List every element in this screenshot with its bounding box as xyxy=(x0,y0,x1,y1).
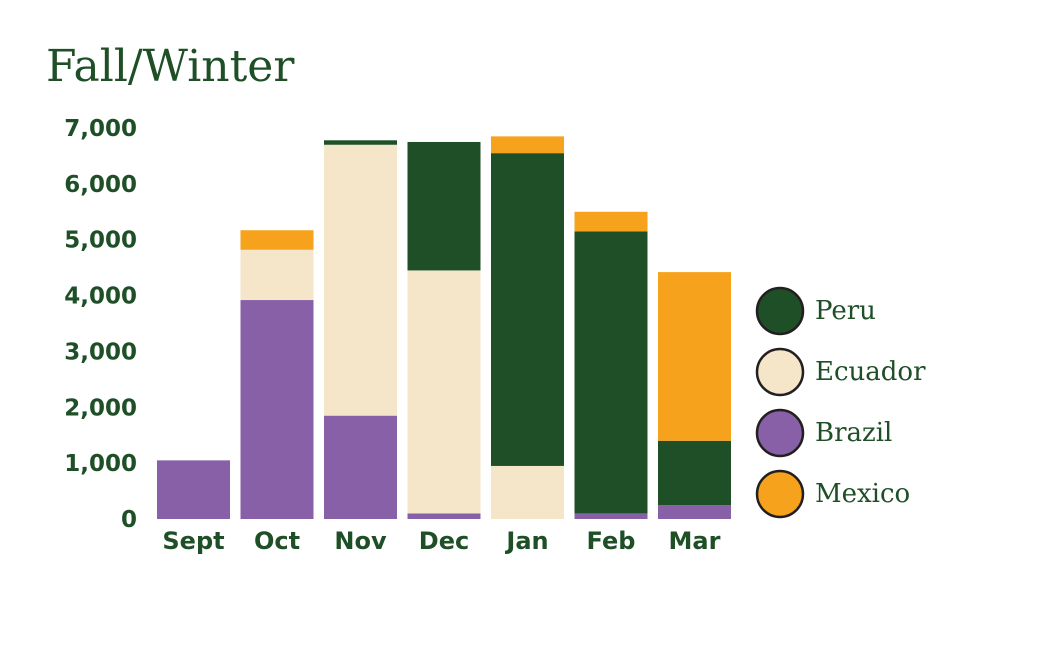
legend-label-brazil: Brazil xyxy=(815,418,892,448)
legend-swatch-ecuador xyxy=(755,347,805,397)
x-tick-label: Mar xyxy=(669,527,721,555)
y-tick-label: 3,000 xyxy=(64,339,137,365)
bar-segment-nov-peru xyxy=(324,140,397,145)
bar-segment-mar-brazil xyxy=(658,505,731,519)
bar-segment-feb-brazil xyxy=(574,513,648,519)
legend-label-ecuador: Ecuador xyxy=(815,357,926,387)
bar-segment-jan-ecuador xyxy=(491,465,564,519)
bar-segment-oct-mexico xyxy=(240,230,314,250)
legend-swatch-peru xyxy=(755,286,805,336)
x-tick-label: Sept xyxy=(162,527,224,555)
x-tick-label: Dec xyxy=(419,527,469,555)
y-tick-label: 2,000 xyxy=(64,395,137,421)
chart-title: Fall/Winter xyxy=(46,41,295,92)
y-tick-label: 1,000 xyxy=(64,451,137,477)
y-axis: 0 1,000 2,000 3,000 4,000 5,000 6,000 7,000 xyxy=(64,116,137,533)
y-tick-label: 6,000 xyxy=(64,172,137,198)
x-axis: Sept Oct Nov Dec Jan Feb Mar xyxy=(162,527,720,555)
bar-segment-dec-peru xyxy=(407,141,481,271)
bar-segment-jan-peru xyxy=(491,153,564,466)
legend-swatch-brazil xyxy=(755,408,805,458)
x-tick-label: Oct xyxy=(254,527,300,555)
bar-segment-dec-brazil xyxy=(407,513,481,519)
legend-label-peru: Peru xyxy=(815,296,876,326)
bars xyxy=(157,136,731,519)
bar-segment-sept-brazil xyxy=(157,460,230,519)
legend-label-mexico: Mexico xyxy=(815,479,910,509)
y-tick-label: 0 xyxy=(121,507,137,533)
y-tick-label: 5,000 xyxy=(64,228,137,254)
bar-segment-oct-ecuador xyxy=(240,249,314,301)
x-tick-label: Feb xyxy=(587,527,636,555)
bar-segment-mar-peru xyxy=(658,440,731,506)
bar-segment-nov-brazil xyxy=(324,415,397,519)
bar-segment-feb-mexico xyxy=(574,211,648,232)
bar-segment-mar-mexico xyxy=(658,272,731,441)
bar-segment-jan-mexico xyxy=(491,136,564,154)
bar-segment-feb-peru xyxy=(574,231,648,514)
bar-segment-dec-ecuador xyxy=(407,270,481,514)
y-tick-label: 4,000 xyxy=(64,284,137,310)
bar-segment-oct-brazil xyxy=(240,300,314,519)
x-tick-label: Nov xyxy=(334,527,387,555)
x-tick-label: Jan xyxy=(504,527,548,555)
bar-segment-nov-ecuador xyxy=(324,144,397,416)
legend-swatch-mexico xyxy=(755,469,805,519)
y-tick-label: 7,000 xyxy=(64,116,137,142)
legend: Peru Ecuador Brazil Mexico xyxy=(755,286,926,519)
